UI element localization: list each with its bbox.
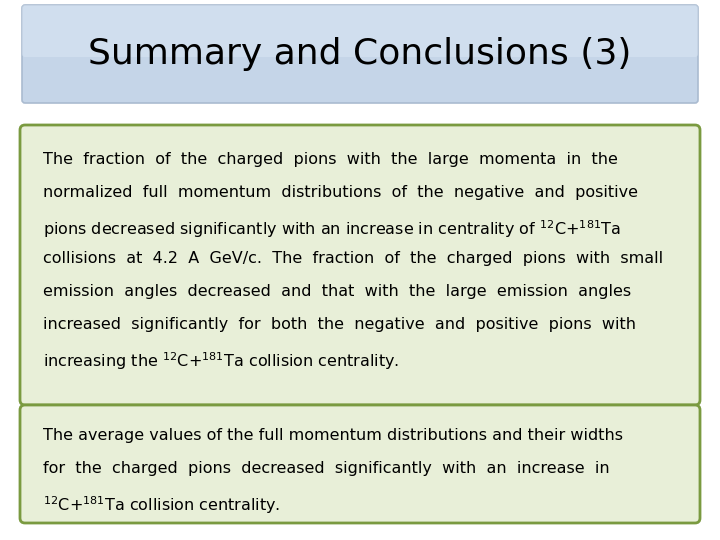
Text: Summary and Conclusions (3): Summary and Conclusions (3) — [89, 37, 631, 71]
FancyBboxPatch shape — [20, 405, 700, 523]
Text: The  fraction  of  the  charged  pions  with  the  large  momenta  in  the: The fraction of the charged pions with t… — [43, 152, 618, 167]
FancyBboxPatch shape — [22, 5, 698, 57]
FancyBboxPatch shape — [22, 5, 698, 103]
Text: for  the  charged  pions  decreased  significantly  with  an  increase  in: for the charged pions decreased signific… — [43, 461, 610, 476]
Text: increased  significantly  for  both  the  negative  and  positive  pions  with: increased significantly for both the neg… — [43, 317, 636, 332]
Text: $^{12}$C+$^{181}$Ta collision centrality.: $^{12}$C+$^{181}$Ta collision centrality… — [43, 494, 280, 516]
Text: normalized  full  momentum  distributions  of  the  negative  and  positive: normalized full momentum distributions o… — [43, 185, 638, 200]
Text: emission  angles  decreased  and  that  with  the  large  emission  angles: emission angles decreased and that with … — [43, 284, 631, 299]
Text: pions decreased significantly with an increase in centrality of $^{12}$C+$^{181}: pions decreased significantly with an in… — [43, 218, 621, 240]
FancyBboxPatch shape — [20, 125, 700, 405]
Text: increasing the $^{12}$C+$^{181}$Ta collision centrality.: increasing the $^{12}$C+$^{181}$Ta colli… — [43, 350, 400, 372]
Text: collisions  at  4.2  A  GeV/c.  The  fraction  of  the  charged  pions  with  sm: collisions at 4.2 A GeV/c. The fraction … — [43, 251, 663, 266]
Text: The average values of the full momentum distributions and their widths: The average values of the full momentum … — [43, 428, 623, 443]
